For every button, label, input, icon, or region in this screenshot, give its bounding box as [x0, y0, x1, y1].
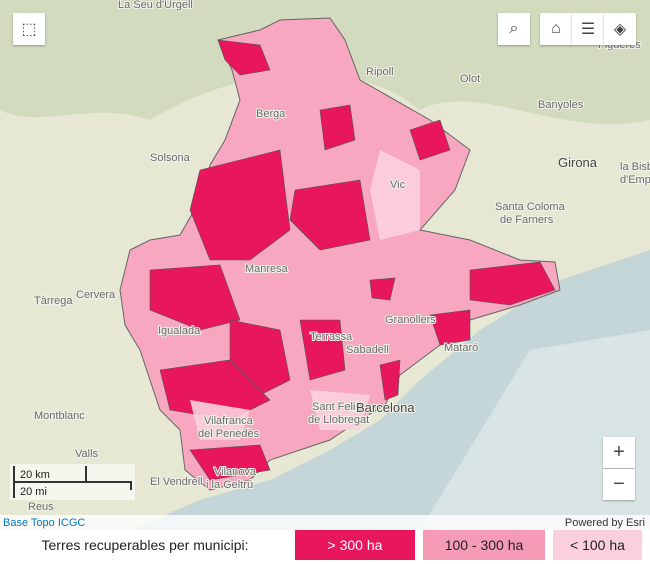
place-label: Santa Coloma — [495, 201, 566, 213]
area — [189, 149, 291, 261]
area — [189, 444, 271, 481]
place-label: Berga — [256, 108, 286, 120]
home-button[interactable]: ⌂ — [540, 13, 572, 45]
layers-button[interactable]: ◈ — [604, 13, 636, 45]
place-label: Montblanc — [34, 410, 85, 422]
place-label: Vilanova — [214, 466, 257, 478]
place-label: Vilafranca — [204, 415, 254, 427]
legend-title: Terres recuperables per municipi: — [0, 530, 290, 560]
sea — [130, 250, 650, 530]
place-label: Igualada — [158, 325, 201, 337]
place-label: Valls — [75, 448, 99, 460]
area — [369, 277, 396, 301]
place-label: Terrassa — [310, 331, 353, 343]
area — [319, 104, 356, 151]
place-label: Vic — [390, 179, 406, 191]
place-label: Ripoll — [366, 66, 394, 78]
attribution: Base Topo ICGC — [3, 517, 85, 529]
map: La Seu d'Urgell Ripoll Olot Figueres Ban… — [0, 0, 650, 530]
place-label: Sabadell — [346, 344, 389, 356]
place-label: Girona — [558, 155, 598, 170]
legend-item: < 100 ha — [553, 530, 642, 560]
place-label: de Farners — [500, 214, 554, 226]
place-label: Olot — [460, 73, 480, 85]
place-label: Barcelona — [356, 400, 415, 415]
sea-light — [420, 330, 650, 530]
attribution-bar — [0, 515, 650, 530]
select-button[interactable]: ⬚ — [13, 13, 45, 45]
area — [299, 319, 346, 381]
area — [370, 150, 420, 240]
place-label: de Llobregat — [308, 414, 369, 426]
area — [409, 119, 451, 161]
place-label: Granollers — [385, 314, 436, 326]
legend-button[interactable]: ☰ — [572, 13, 604, 45]
low-class-areas — [190, 150, 420, 440]
area — [149, 264, 241, 331]
place-label: El Vendrell — [150, 476, 203, 488]
area — [190, 400, 250, 440]
place-label: Banyoles — [538, 99, 584, 111]
place-label: Sant Feliu — [312, 401, 362, 413]
area — [310, 390, 370, 430]
place-label: Manresa — [245, 263, 289, 275]
place-label: La Seu d'Urgell — [118, 0, 193, 11]
zoom-out[interactable]: − — [603, 469, 635, 500]
legend-item: > 300 ha — [295, 530, 415, 560]
area — [289, 179, 371, 251]
attribution: Powered by Esri — [565, 517, 645, 529]
place-label: i la Geltrú — [206, 479, 253, 491]
place-label: d'Empordà — [620, 174, 650, 186]
place-label: Cervera — [76, 289, 116, 301]
scale-lines — [13, 466, 132, 498]
scale-label: 20 km — [20, 469, 50, 481]
area — [217, 39, 271, 76]
search-button[interactable]: ⌕ — [498, 13, 530, 45]
scale-bar: 20 km 20 mi — [10, 464, 135, 500]
place-label: Reus — [28, 501, 54, 513]
place-label: Tàrrega — [34, 295, 73, 307]
area — [429, 309, 471, 346]
scale-label: 20 mi — [20, 486, 47, 498]
place-label: la Bisbal — [620, 161, 650, 173]
zoom-in[interactable]: + — [603, 437, 635, 468]
place-label: Mataró — [444, 342, 478, 354]
place-label: Solsona — [150, 152, 191, 164]
place-label: del Penedès — [198, 428, 260, 440]
legend-item: 100 - 300 ha — [423, 530, 545, 560]
high-class-areas — [149, 39, 556, 481]
area — [379, 359, 401, 401]
area — [469, 261, 556, 306]
